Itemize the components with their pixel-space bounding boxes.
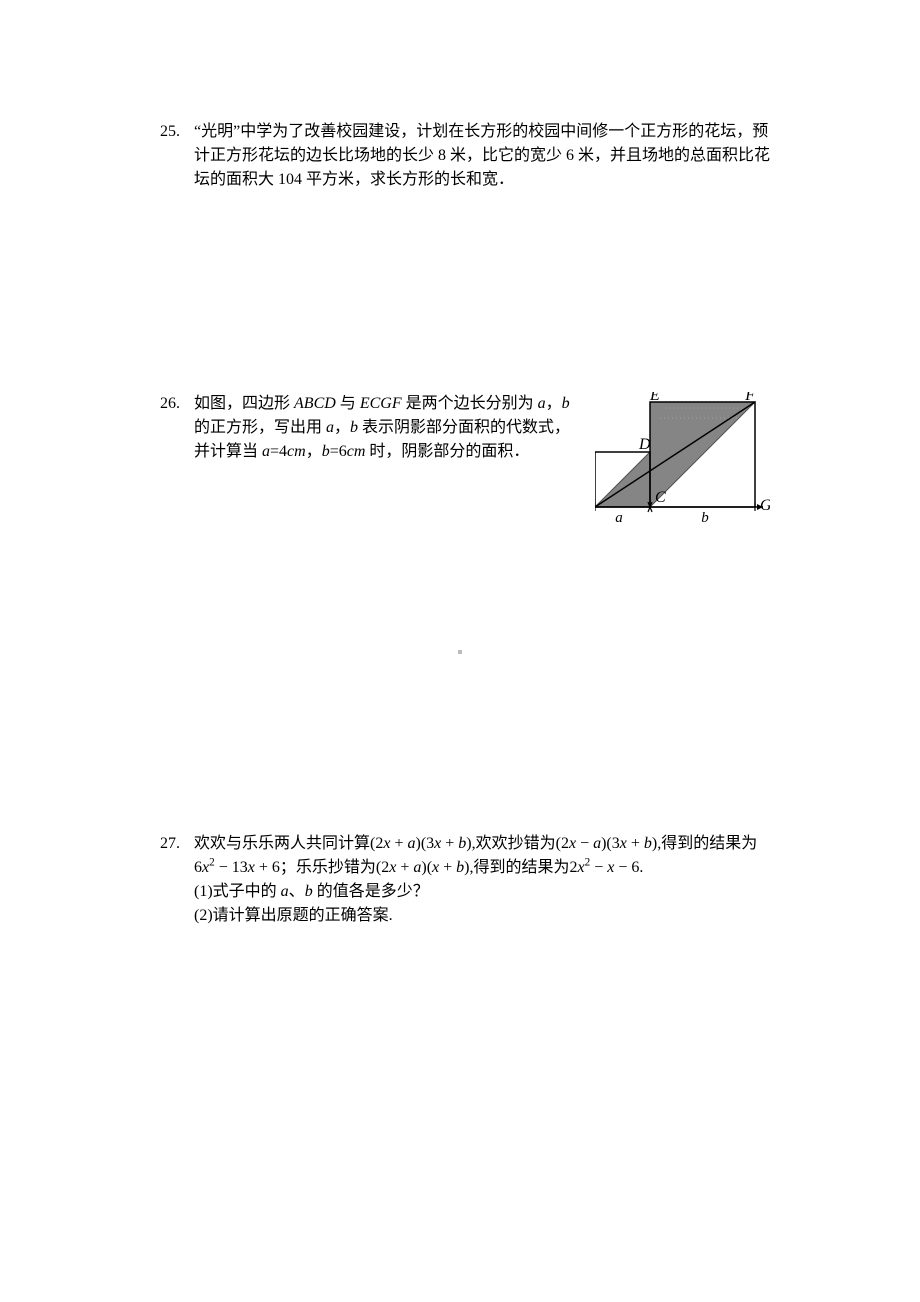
label-E: E [649,392,660,404]
sub-question-2: (2)请计算出原题的正确答案. [194,904,770,928]
problem-number: 25. [160,120,194,192]
problem-body: 如图，四边形 ABCD 与 ECGF 是两个边长分别为 a，b 的正方形，写出用… [194,392,770,532]
label-G: G [760,497,770,514]
problem-26: 26. 如图，四边形 ABCD 与 ECGF 是两个边长分别为 a，b 的正方形… [160,392,770,532]
label-F: F [744,392,755,404]
sub-question-1: (1)式子中的 a、b 的值各是多少？ [194,880,770,904]
label-a: a [615,510,623,526]
label-b: b [701,510,709,526]
problem-25: 25. “光明”中学为了改善校园建设，计划在长方形的校园中间修一个正方形的花坛，… [160,120,770,192]
problem-number: 26. [160,392,194,532]
label-C: C [655,489,666,506]
page-center-marker [458,650,462,654]
problem-body: 欢欢与乐乐两人共同计算(2x + a)(3x + b),欢欢抄错为(2x − a… [194,832,770,928]
problem-number: 27. [160,832,194,928]
label-A: A [595,445,596,462]
geometry-diagram: E F A D C B G a b [595,392,770,532]
problem-27: 27. 欢欢与乐乐两人共同计算(2x + a)(3x + b),欢欢抄错为(2x… [160,832,770,928]
problem-text: 欢欢与乐乐两人共同计算(2x + a)(3x + b),欢欢抄错为(2x − a… [194,832,770,880]
label-D: D [638,436,651,453]
problem-text: 如图，四边形 ABCD 与 ECGF 是两个边长分别为 a，b 的正方形，写出用… [194,392,577,464]
problem-text: “光明”中学为了改善校园建设，计划在长方形的校园中间修一个正方形的花坛，预计正方… [194,120,770,192]
